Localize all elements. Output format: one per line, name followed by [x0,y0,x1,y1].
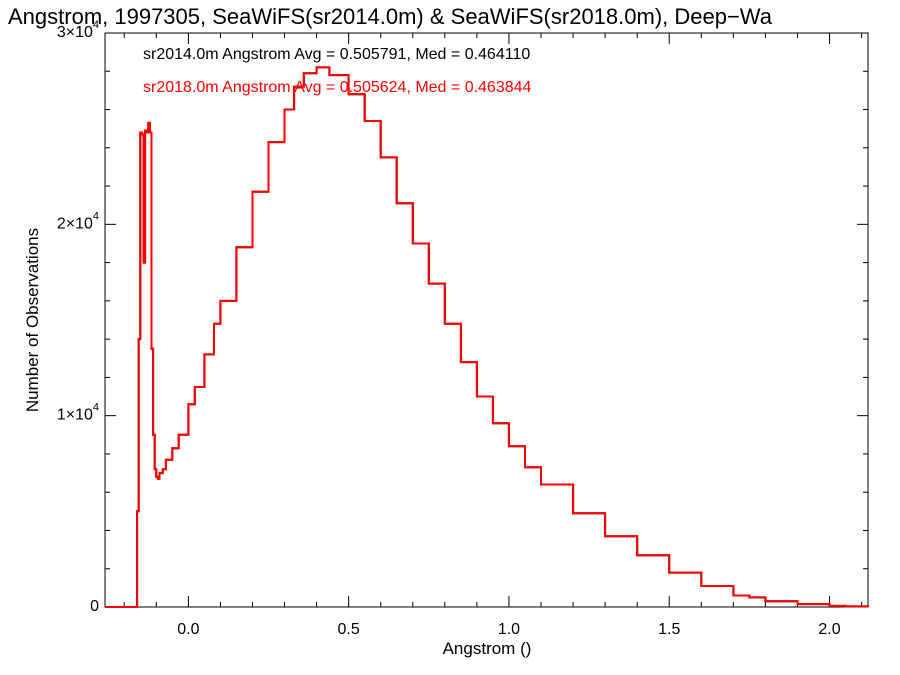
x-tick-label: 2.0 [818,621,840,638]
y-tick-label: 1×104 [57,402,99,424]
annotation-sr2018-stats: sr2018.0m Angstrom Avg = 0.505624, Med =… [143,79,532,96]
y-axis: 0 1×104 2×104 3×104 [57,19,868,615]
y-tick-label: 0 [90,598,99,615]
y-tick-label: 3×104 [57,19,99,41]
annotation-sr2014-stats: sr2014.0m Angstrom Avg = 0.505791, Med =… [143,46,530,63]
y-axis-label: Number of Observations [23,228,42,412]
x-axis: 0.0 0.5 1.0 1.5 2.0 [123,33,863,638]
plot-frame [104,32,869,608]
x-tick-label: 1.5 [658,621,680,638]
x-tick-label: 1.0 [498,621,520,638]
x-tick-label: 0.0 [177,621,199,638]
series-line-1 [105,66,869,608]
chart-title: Angstrom, 1997305, SeaWiFS(sr2014.0m) & … [8,4,773,29]
histogram-series [105,66,869,608]
y-tick-label: 2×104 [57,210,99,232]
x-axis-label: Angstrom () [443,639,532,658]
x-tick-label: 0.5 [338,621,360,638]
